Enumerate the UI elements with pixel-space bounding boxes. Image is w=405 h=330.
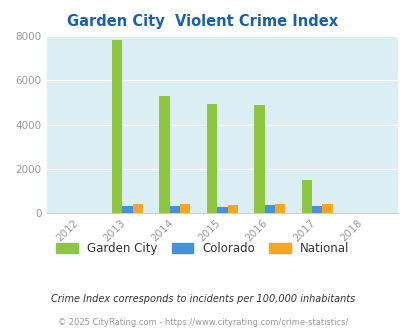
Bar <box>206 104 217 213</box>
Bar <box>311 206 322 213</box>
Bar <box>169 206 179 213</box>
Bar <box>301 180 311 213</box>
Text: Crime Index corresponds to incidents per 100,000 inhabitants: Crime Index corresponds to incidents per… <box>51 294 354 304</box>
Bar <box>122 206 132 213</box>
Bar <box>322 204 332 213</box>
Bar <box>179 204 190 213</box>
Bar <box>217 207 227 213</box>
Text: Garden City  Violent Crime Index: Garden City Violent Crime Index <box>67 14 338 29</box>
Bar <box>227 205 237 213</box>
Bar <box>254 105 264 213</box>
Bar <box>132 204 143 213</box>
Text: © 2025 CityRating.com - https://www.cityrating.com/crime-statistics/: © 2025 CityRating.com - https://www.city… <box>58 318 347 327</box>
Bar <box>159 96 169 213</box>
Bar <box>264 205 274 213</box>
Bar <box>274 204 285 213</box>
Legend: Garden City, Colorado, National: Garden City, Colorado, National <box>51 237 354 260</box>
Bar <box>111 40 122 213</box>
